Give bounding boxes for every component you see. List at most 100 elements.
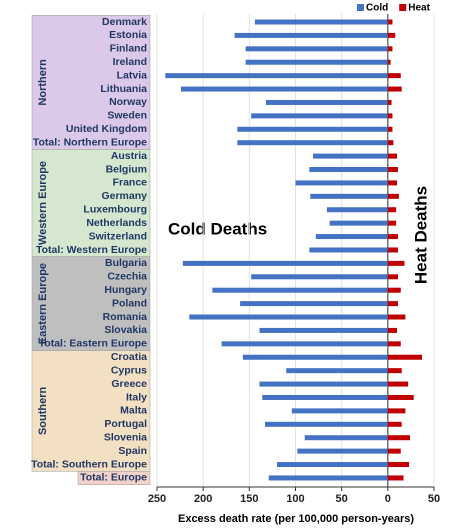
bar <box>245 59 388 65</box>
bar <box>387 368 402 374</box>
x-tick-label: 200 <box>194 493 212 505</box>
bar <box>387 408 406 414</box>
bar <box>387 475 404 481</box>
bar <box>387 421 402 427</box>
bar <box>387 73 401 79</box>
bar <box>268 475 388 481</box>
bar <box>234 32 388 38</box>
bar <box>387 126 393 132</box>
bar <box>387 140 394 146</box>
x-axis-label: Excess death rate (per 100,000 person-ye… <box>178 513 414 525</box>
y-tick-label: Total: Southern Europe <box>31 458 147 470</box>
y-tick-label: Total: Europe <box>80 472 147 484</box>
bar <box>387 32 396 38</box>
bar <box>387 287 401 293</box>
y-tick-label: Ireland <box>113 56 147 68</box>
bar <box>182 260 388 266</box>
y-tick-label: Germany <box>101 190 147 202</box>
annotation: Heat Deaths <box>411 186 430 284</box>
bar <box>387 167 398 173</box>
bar <box>295 180 388 186</box>
y-tick-label: Finland <box>110 43 147 55</box>
bar <box>259 327 388 333</box>
x-tick-label: 50 <box>336 493 348 505</box>
bar <box>315 234 388 240</box>
x-tick-label: 0 <box>385 493 391 505</box>
bar <box>387 274 398 280</box>
y-tick-label: Cyprus <box>111 364 147 376</box>
bar <box>329 220 388 226</box>
y-tick-label: Spain <box>118 445 147 457</box>
bar <box>277 462 388 468</box>
y-tick-label: Belgium <box>106 163 147 175</box>
y-tick-label: Denmark <box>102 16 147 28</box>
bar <box>387 394 414 400</box>
region-box <box>31 350 151 472</box>
y-tick-label: Lithuania <box>100 83 147 95</box>
region-box <box>31 256 151 351</box>
y-tick-label: Portugal <box>104 418 147 430</box>
y-tick-label: Total: Eastern Europe <box>39 338 147 350</box>
y-tick-label: Slovakia <box>104 324 147 336</box>
bar <box>240 301 388 307</box>
bar <box>221 341 388 347</box>
bar <box>387 448 401 454</box>
overall-box <box>77 470 151 485</box>
y-tick-label: Slovenia <box>104 431 147 443</box>
bar <box>251 274 388 280</box>
bar <box>237 140 388 146</box>
bar <box>297 448 388 454</box>
y-tick-label: France <box>113 177 148 189</box>
bar <box>387 314 406 320</box>
region-box <box>31 15 151 150</box>
legend-label: Cold <box>366 3 388 14</box>
y-tick-label: Norway <box>109 96 147 108</box>
y-tick-label: Greece <box>111 378 147 390</box>
bar <box>212 287 388 293</box>
y-tick-label: Malta <box>120 405 147 417</box>
bar <box>387 247 398 253</box>
bar <box>242 354 388 360</box>
bar <box>387 180 398 186</box>
x-tick-label: 150 <box>240 493 258 505</box>
y-tick-label: Switzerland <box>89 230 147 242</box>
annotation: Cold Deaths <box>168 219 267 238</box>
y-tick-label: United Kingdom <box>66 123 147 135</box>
bar <box>387 260 405 266</box>
bar <box>286 368 388 374</box>
region-label: Southern <box>37 386 49 435</box>
y-tick-label: Poland <box>112 297 147 309</box>
bar <box>189 314 388 320</box>
bar <box>387 113 393 119</box>
bar <box>310 193 388 199</box>
bar <box>387 86 402 92</box>
x-tick-label: 250 <box>148 493 166 505</box>
y-tick-label: Latvia <box>117 69 148 81</box>
y-tick-label: Sweden <box>107 110 147 122</box>
bar <box>387 46 393 52</box>
y-tick-label: Hungary <box>104 284 147 296</box>
bar <box>387 153 398 159</box>
y-tick-label: Croatia <box>111 351 147 363</box>
bar <box>237 126 388 132</box>
bar <box>265 421 388 427</box>
x-tick-label: 50 <box>428 493 440 505</box>
bar <box>387 341 401 347</box>
region-label: Northern <box>37 59 49 106</box>
bar <box>387 59 391 65</box>
bar <box>326 207 388 213</box>
y-tick-label: Total: Northern Europe <box>33 136 147 148</box>
bar <box>387 207 397 213</box>
bar <box>309 167 388 173</box>
y-tick-label: Total: Western Europe <box>36 244 147 256</box>
bar <box>304 435 388 441</box>
bar <box>245 46 388 52</box>
y-tick-label: Czechia <box>107 271 147 283</box>
bar <box>309 247 388 253</box>
bar <box>265 99 388 105</box>
x-tick-label: 100 <box>286 493 304 505</box>
y-tick-label: Romania <box>103 311 148 323</box>
bar <box>181 86 388 92</box>
y-tick-label: Estonia <box>109 29 147 41</box>
